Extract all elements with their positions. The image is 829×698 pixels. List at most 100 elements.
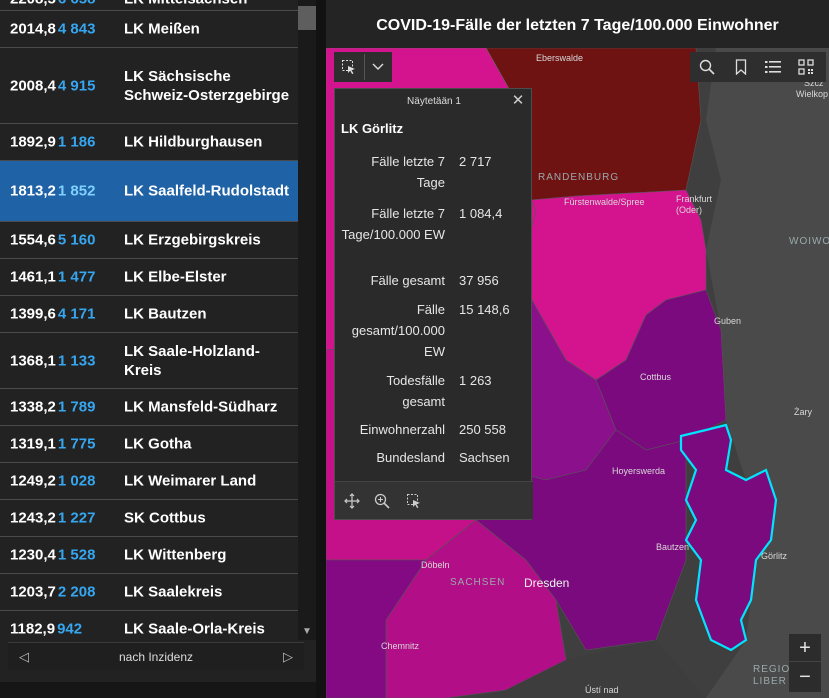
list-item[interactable]: 1554,6 5 160 LK Erzgebirgskreis [0,222,298,259]
case-count: 942 [57,620,83,638]
list-item[interactable]: 1243,2 1 227 SK Cottbus [0,500,298,537]
scroll-down-icon[interactable]: ▼ [302,626,312,637]
label-zary: Żary [794,407,812,417]
attribute-value: 1 263 [459,373,492,388]
incidence-rate: 1230,4 [10,546,56,564]
incidence-rate: 1243,2 [10,509,56,527]
case-count: 4 915 [57,77,96,94]
zoom-in-button[interactable]: + [789,634,821,662]
list-item[interactable]: 1319,1 1 775 LK Gotha [0,426,298,463]
incidence-rate: 1338,2 [10,398,56,416]
list-item[interactable]: 1182,9 942 LK Saale-Orla-Kreis [0,611,298,640]
attribute-label: Fälle gesamt/100.000 EW [351,302,445,359]
map-title-bar: COVID-19-Fälle der letzten 7 Tage/100.00… [326,0,829,48]
district-name: SK Cottbus [124,509,206,527]
map-panel[interactable]: Eberswalde RANDENBURG Fürstenwalde/Spree… [326,0,829,698]
attribute-value: 15 148,6 [459,302,510,317]
map-title: COVID-19-Fälle der letzten 7 Tage/100.00… [376,17,779,34]
district-name: LK Weimarer Land [124,472,257,490]
list-item[interactable]: 1368,1 1 133 LK Saale-Holzland-Kreis [0,333,298,389]
case-count: 4 843 [57,20,96,38]
list-item[interactable]: 1399,6 4 171 LK Bautzen [0,296,298,333]
label-wielkop: Wielkop [796,89,829,99]
district-name: LK Gotha [124,435,192,453]
district-name: LK Sächsische Schweiz-Osterzgebirge [124,67,290,104]
case-count: 1 133 [57,352,96,369]
district-name: LK Saalfeld-Rudolstadt [124,182,290,200]
zoom-to-icon[interactable] [369,488,395,514]
chevron-down-icon[interactable] [364,54,390,80]
incidence-value: 1399,6 4 171 [10,306,122,323]
list-item[interactable]: 1813,2 1 852 LK Saalfeld-Rudolstadt [0,161,298,222]
select-feature-icon[interactable] [401,488,427,514]
label-goerlitz: Görlitz [761,551,788,561]
case-count: 4 171 [57,305,96,323]
case-count: 1 186 [57,133,96,151]
list-item[interactable]: 1203,7 2 208 LK Saalekreis [0,574,298,611]
incidence-value: 2014,8 4 843 [10,21,122,38]
district-name: LK Saale-Orla-Kreis [124,620,265,638]
incidence-value: 1338,2 1 789 [10,399,122,416]
incidence-value: 1249,2 1 028 [10,473,122,490]
label-usti: Ústí nad [585,685,619,695]
district-name: LK Saalekreis [124,583,223,601]
incidence-value: 1319,1 1 775 [10,436,122,453]
zoom-out-button[interactable]: − [799,666,811,688]
list-item[interactable]: 1230,4 1 528 LK Wittenberg [0,537,298,574]
list-item[interactable]: 2014,8 4 843 LK Meißen [0,11,298,48]
label-brandenburg: RANDENBURG [538,172,620,183]
list-item[interactable]: 2008,4 4 915 LK Sächsische Schweiz-Osterzg… [0,48,298,124]
incidence-value: 1813,2 1 852 [10,183,122,200]
case-count: 1 528 [57,546,96,564]
bookmark-icon[interactable] [728,54,754,80]
list-icon[interactable] [760,54,786,80]
label-eberswalde: Eberswalde [536,53,584,63]
district-name: LK Meißen [124,20,200,38]
label-guben: Guben [714,316,742,326]
prev-sort-button[interactable]: ◁ [19,649,29,664]
popup-actions [335,481,533,519]
district-name: LK Erzgebirgskreis [124,231,261,249]
incidence-rate: 2014,8 [10,20,56,38]
popup-header: Näytetään 1 ✕ [335,89,533,115]
panel-bottom-strip [0,682,316,698]
label-hoyerswerda: Hoyerswerda [612,466,666,476]
list-item[interactable]: 1461,1 1 477 LK Elbe-Elster [0,259,298,296]
district-name: LK Saale-Holzland-Kreis [124,342,260,379]
attribute-value: Sachsen [459,450,510,465]
district-name: LK Bautzen [124,305,207,323]
list-scrollbar[interactable]: ▼ [298,0,316,640]
list-item[interactable]: 1892,9 1 186 LK Hildburghausen [0,124,298,161]
attribute-value: 37 956 [459,273,499,288]
select-area-icon[interactable] [336,54,362,80]
close-icon[interactable]: ✕ [511,92,525,109]
label-frankfurt: Frankfurt (Oder) [676,194,713,215]
district-name: LK Hildburghausen [124,133,263,151]
incidence-value: 1182,9 942 [10,621,122,638]
pan-icon[interactable] [339,488,365,514]
panel-divider [316,0,326,698]
search-icon[interactable] [694,54,720,80]
label-woiwo: WOIWO [789,236,829,247]
attribute-label: Fälle letzte 7 Tage [371,154,445,190]
incidence-value: 1461,1 1 477 [10,269,122,286]
incidence-value: 2008,4 4 915 [10,77,122,94]
next-sort-button[interactable]: ▷ [283,649,293,664]
district-name: LK Elbe-Elster [124,268,227,286]
case-count: 1 789 [57,398,96,416]
scrollbar-thumb[interactable] [298,6,316,30]
list-item[interactable]: 1249,2 1 028 LK Weimarer Land [0,463,298,500]
label-sachsen: SACHSEN [450,577,506,588]
list-item[interactable]: 1338,2 1 789 LK Mansfeld-Südharz [0,389,298,426]
qr-icon[interactable] [793,54,819,80]
goerlitz-highlight[interactable] [679,423,778,652]
attribute-label: Bundesland [376,450,445,465]
popup-title: LK Görlitz [341,121,404,136]
label-szcz: Szcz [804,78,824,88]
